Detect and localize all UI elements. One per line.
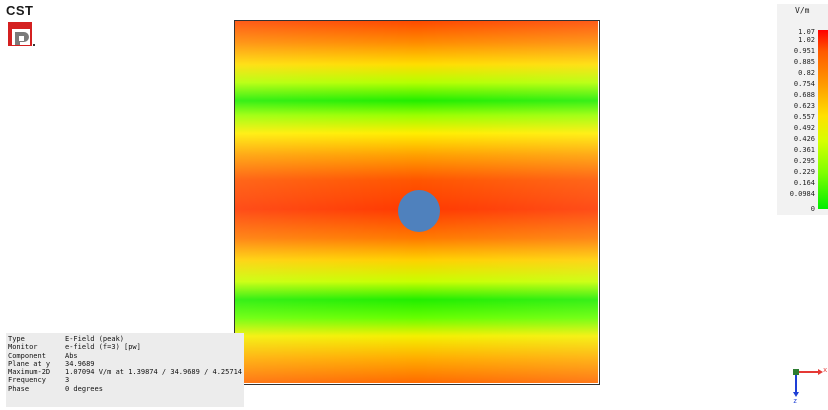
info-row-maximum: Maximum-2D 1.07094 V/m at 1.39874 / 34.9… — [6, 368, 244, 376]
legend-label: 0.426 — [793, 135, 815, 143]
legend-label: 0.951 — [793, 47, 815, 55]
cst-logo: CST — [6, 4, 46, 52]
info-key: Component — [8, 351, 46, 360]
info-value: 3 — [65, 376, 70, 385]
info-row-component: Component Abs — [6, 352, 244, 360]
legend-label: 1.02 — [798, 36, 815, 44]
legend-label: 0.361 — [793, 146, 815, 154]
axes-indicator: x z — [788, 362, 828, 406]
legend-label: 0.754 — [793, 80, 815, 88]
info-row-monitor: Monitor e-field (f=3) [pw] — [6, 343, 244, 351]
legend-label: 0.623 — [793, 102, 815, 110]
info-row-type: Type E-Field (peak) — [6, 335, 244, 343]
legend-label: 0.229 — [793, 168, 815, 176]
info-row-frequency: Frequency 3 — [6, 376, 244, 384]
axis-x-label: x — [823, 366, 828, 374]
info-row-plane: Plane at y 34.9689 — [6, 360, 244, 368]
info-row-phase: Phase 0 degrees — [6, 385, 244, 393]
legend-label: 0.0984 — [789, 190, 815, 198]
dielectric-cylinder[interactable] — [398, 190, 440, 232]
info-value: Abs — [65, 351, 78, 360]
info-value: 34.9689 — [65, 359, 95, 368]
info-key: Plane at y — [8, 359, 51, 368]
legend-labels: 1.07 1.02 0.951 0.885 0.82 0.754 0.688 0… — [777, 28, 815, 213]
legend-label: 1.07 — [798, 28, 815, 36]
field-plot[interactable] — [234, 20, 600, 385]
legend-label: 0.164 — [793, 179, 815, 187]
legend-label: 0.82 — [798, 69, 815, 77]
legend-label: 0.688 — [793, 91, 815, 99]
legend-label: 0.885 — [793, 58, 815, 66]
legend-label: 0 — [810, 205, 815, 213]
info-key: Maximum-2D — [8, 368, 51, 377]
logo-text: CST — [6, 3, 34, 18]
legend-unit: V/m — [795, 6, 810, 15]
legend-label: 0.492 — [793, 124, 815, 132]
info-value: 0 degrees — [65, 384, 103, 393]
info-key: Type — [8, 335, 25, 343]
axis-z-label: z — [793, 397, 798, 405]
info-key: Phase — [8, 384, 30, 393]
field-colormap — [235, 21, 598, 383]
legend-label: 0.557 — [793, 113, 815, 121]
info-key: Monitor — [8, 343, 38, 352]
axes-triad-icon — [793, 369, 823, 397]
cst-logo-mark-icon — [8, 22, 35, 46]
info-value: e-field (f=3) [pw] — [65, 343, 141, 352]
info-key: Frequency — [8, 376, 46, 385]
info-value: 1.07094 V/m at 1.39874 / 34.9689 / 4.257… — [65, 368, 243, 377]
legend-label: 0.295 — [793, 157, 815, 165]
color-legend: V/m 1.07 1.02 0.951 0.885 0.82 0.754 0.6… — [777, 4, 828, 215]
legend-color-bar — [818, 30, 828, 209]
info-value: E-Field (peak) — [65, 335, 125, 343]
info-panel: Type E-Field (peak) Monitor e-field (f=3… — [6, 333, 244, 407]
